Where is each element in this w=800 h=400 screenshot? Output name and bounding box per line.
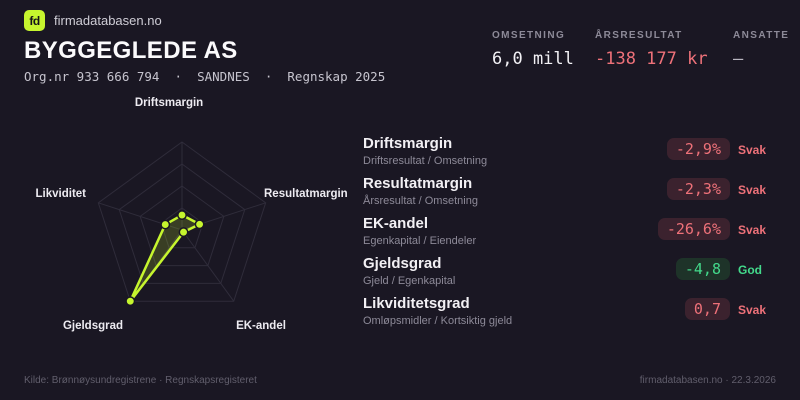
metric-formula: Gjeld / Egenkapital (363, 275, 456, 287)
stat-arsresultat: ÅRSRESULTAT -138 177 kr (595, 30, 733, 69)
stat-value: -138 177 kr (595, 49, 708, 69)
metric-row-likviditetsgrad: Likviditetsgrad Omløpsmidler / Kortsikti… (363, 296, 768, 336)
radar-axis-label: EK-andel (236, 320, 286, 332)
metric-row-driftsmargin: Driftsmargin Driftsresultat / Omsetning … (363, 136, 768, 176)
metric-formula: Omløpsmidler / Kortsiktig gjeld (363, 315, 513, 327)
radar-axis-label: Gjeldsgrad (63, 320, 123, 332)
company-subtitle: Org.nr 933 666 794 · SANDNES · Regnskap … (24, 69, 386, 84)
metric-status-badge: Svak (738, 183, 767, 197)
metric-value-pill: -2,3% (666, 178, 730, 200)
metric-name: EK-andel (363, 215, 429, 232)
source-attribution: Kilde: Brønnøysundregistrene · Regnskaps… (24, 375, 257, 386)
radar-grid-ring (139, 185, 225, 267)
metric-value-pill: -2,9% (666, 138, 730, 160)
stat-label: ANSATTE (733, 30, 790, 41)
radar-data-point (125, 296, 136, 307)
metric-formula: Egenkapital / Eiendeler (363, 235, 477, 247)
radar-data-point (160, 219, 171, 230)
radar-axis-label: Resultatmargin (264, 188, 348, 200)
metric-formula: Driftsresultat / Omsetning (363, 155, 488, 167)
metric-value-pill: -26,6% (657, 218, 730, 240)
radar-axis-label: Likviditet (36, 188, 87, 200)
stat-label: ÅRSRESULTAT (595, 30, 683, 41)
metric-status-badge: Svak (738, 223, 767, 237)
brand-name: firmadatabasen.no (54, 13, 162, 28)
radar-axis-label: Driftsmargin (135, 97, 203, 109)
stat-value: 6,0 mill (492, 49, 574, 69)
stat-value: – (733, 49, 744, 69)
metric-row-gjeldsgrad: Gjeldsgrad Gjeld / Egenkapital -4,8 God (363, 256, 768, 296)
metric-value-pill: 0,7 (684, 298, 730, 320)
radar-chart: Driftsmargin Resultatmargin EK-andel Gjelds… (36, 97, 348, 332)
radar-axis-line (181, 229, 235, 302)
metric-name: Resultatmargin (363, 175, 473, 192)
metrics-list: Driftsmargin Driftsresultat / Omsetning … (363, 136, 768, 336)
key-figures: OMSETNING 6,0 mill ÅRSRESULTAT -138 177 … (492, 30, 790, 69)
stat-label: OMSETNING (492, 30, 566, 41)
metric-status-badge: Svak (738, 303, 767, 317)
metric-formula: Årsresultat / Omsetning (363, 195, 478, 207)
company-name-title: BYGGEGLEDE AS (24, 37, 238, 64)
metric-name: Driftsmargin (363, 135, 453, 152)
radar-grid-ring (118, 163, 246, 284)
radar-grid-ring (97, 141, 267, 302)
stat-omsetning: OMSETNING 6,0 mill (492, 30, 595, 69)
radar-data-point (194, 219, 205, 230)
metric-value-pill: -4,8 (675, 258, 730, 280)
radar-data-point (178, 227, 189, 238)
metric-name: Likviditetsgrad (363, 295, 470, 312)
metric-row-resultatmargin: Resultatmargin Årsresultat / Omsetning -… (363, 176, 768, 216)
metric-row-ek-andel: EK-andel Egenkapital / Eiendeler -26,6% … (363, 216, 768, 256)
metric-status-badge: Svak (738, 143, 767, 157)
metric-name: Gjeldsgrad (363, 255, 442, 272)
brand-link[interactable]: fd firmadatabasen.no (24, 10, 162, 31)
stat-ansatte: ANSATTE – (733, 30, 790, 69)
radar-data-point (177, 210, 187, 220)
footer-credit: firmadatabasen.no · 22.3.2026 (639, 375, 776, 386)
firmadatabasen-logo-icon: fd (24, 10, 45, 31)
metric-status-badge: God (738, 263, 762, 277)
